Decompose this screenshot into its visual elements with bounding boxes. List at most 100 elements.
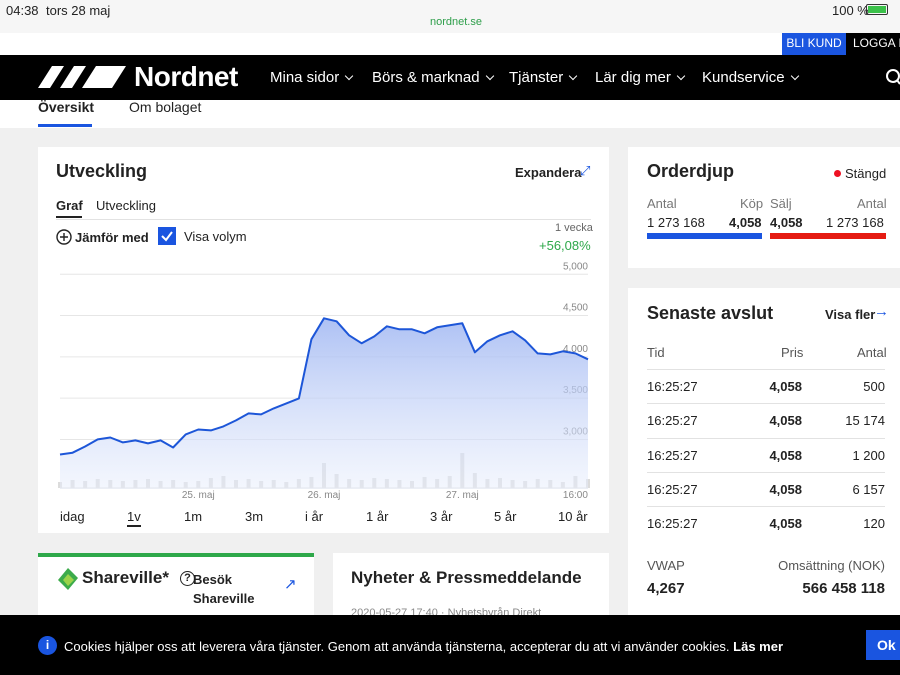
card-title: Orderdjup: [647, 161, 735, 181]
range-button[interactable]: idag: [60, 509, 85, 524]
cookie-text: Cookies hjälper oss att leverera våra tj…: [64, 639, 783, 654]
vwap-label: VWAP: [647, 558, 685, 573]
cell: 15 174: [845, 413, 885, 429]
external-icon[interactable]: ↗: [284, 576, 297, 593]
compare-button[interactable]: Jämför med: [75, 230, 149, 245]
cell: 1 273 168: [647, 215, 705, 230]
expand-icon[interactable]: ⤢: [580, 163, 591, 178]
top-strip: [0, 33, 900, 55]
y-tick-label: 5,000: [563, 261, 588, 272]
range-button[interactable]: 5 år: [494, 509, 517, 524]
header: Antal: [647, 196, 677, 211]
status-bar: [0, 0, 900, 33]
separator: [647, 506, 885, 508]
separator: [647, 437, 885, 439]
card-title: Senaste avslut: [647, 303, 774, 323]
login[interactable]: LOGGA IN: [846, 33, 900, 55]
header: Tid: [647, 345, 665, 360]
range-button[interactable]: 10 år: [558, 509, 588, 524]
url[interactable]: nordnet.se: [430, 16, 482, 28]
cell: 16:25:27: [647, 379, 698, 394]
cookie-banner: [0, 615, 900, 675]
cell: 4,058: [769, 481, 802, 497]
divider: [56, 219, 591, 220]
news-title: Nyheter & Pressmeddelande: [351, 568, 582, 587]
logo[interactable]: Nordnet: [134, 61, 238, 92]
cookie-link[interactable]: Läs mer: [733, 639, 784, 654]
cell: 4,058: [729, 215, 762, 230]
line: [59, 317, 589, 456]
x-tick-label: 25. maj: [182, 490, 215, 501]
volume-checkbox[interactable]: [158, 227, 176, 245]
card-title: Utveckling: [56, 161, 148, 181]
cell: 16:25:27: [647, 516, 698, 532]
cell: 4,058: [769, 379, 802, 394]
header: Sälj: [770, 196, 792, 211]
subtab[interactable]: Utveckling: [96, 198, 156, 213]
period: 1 vecka: [555, 222, 593, 234]
cell: 4,058: [769, 447, 802, 463]
cell: 16:25:27: [647, 447, 698, 463]
cell: 4,058: [769, 413, 802, 429]
nav-item[interactable]: Lär dig mer: [595, 69, 684, 86]
nav-item[interactable]: Kundservice: [702, 69, 798, 86]
area: [60, 318, 588, 489]
status-dot: [834, 170, 841, 177]
tab-underline: [38, 124, 92, 127]
tab-bar: [0, 100, 900, 128]
search-icon[interactable]: [884, 68, 900, 88]
shareville-title: Shareville*: [82, 568, 169, 587]
range-button[interactable]: i år: [305, 509, 324, 524]
volume-label[interactable]: Visa volym: [184, 229, 247, 244]
cell: 120: [863, 516, 885, 532]
header: Antal: [857, 345, 887, 360]
cell: 1 273 168: [826, 215, 884, 230]
cell: 6 157: [852, 481, 885, 497]
y-tick-label: 4,000: [563, 344, 588, 355]
x-tick-label: 26. maj: [308, 490, 341, 501]
help-icon[interactable]: ?: [180, 571, 195, 586]
nav-item[interactable]: Börs & marknad: [372, 69, 493, 86]
tab-active[interactable]: Översikt: [38, 99, 95, 115]
y-tick-label: 4,500: [563, 303, 588, 314]
more-link[interactable]: Visa fler: [825, 307, 876, 322]
signup[interactable]: BLI KUND: [782, 33, 846, 55]
separator: [647, 471, 885, 473]
arrow[interactable]: →: [874, 303, 889, 320]
cookie-ok[interactable]: Ok: [866, 630, 900, 660]
cookie-message: Cookies hjälper oss att leverera våra tj…: [64, 639, 730, 654]
battery-icon: [866, 4, 888, 15]
nav-item[interactable]: Tjänster: [509, 69, 576, 86]
range-button[interactable]: 1 år: [366, 509, 389, 524]
range-button[interactable]: 3 år: [430, 509, 453, 524]
turnover: 566 458 118: [802, 580, 885, 597]
header: Antal: [857, 196, 887, 211]
cell: 1 200: [852, 447, 885, 463]
shareville-link[interactable]: Besök Shareville: [193, 572, 255, 606]
separator: [647, 369, 885, 370]
info-icon: i: [38, 636, 57, 655]
trades-card: [628, 288, 900, 618]
cell: 500: [863, 379, 885, 394]
nav-item[interactable]: Mina sidor: [270, 69, 352, 86]
logo-mark[interactable]: [38, 66, 128, 88]
cell: 4,058: [769, 516, 802, 532]
range-button[interactable]: 1m: [184, 509, 203, 524]
orderbook-card: [628, 147, 900, 268]
range-button[interactable]: 1v: [127, 509, 141, 524]
range-underline: [127, 525, 141, 527]
compare-icon[interactable]: [56, 229, 72, 245]
range-button[interactable]: 3m: [245, 509, 264, 524]
tab[interactable]: Om bolaget: [129, 99, 202, 115]
subtab-active[interactable]: Graf: [56, 198, 83, 213]
expand-link[interactable]: Expandera: [515, 165, 582, 180]
header: Pris: [781, 345, 804, 360]
battery: 100 %: [832, 3, 869, 18]
cell: 4,058: [770, 215, 803, 230]
date: tors 28 maj: [46, 3, 111, 18]
status: Stängd: [845, 166, 887, 181]
vwap: 4,267: [647, 580, 685, 597]
turnover-label: Omsättning (NOK): [778, 558, 885, 573]
